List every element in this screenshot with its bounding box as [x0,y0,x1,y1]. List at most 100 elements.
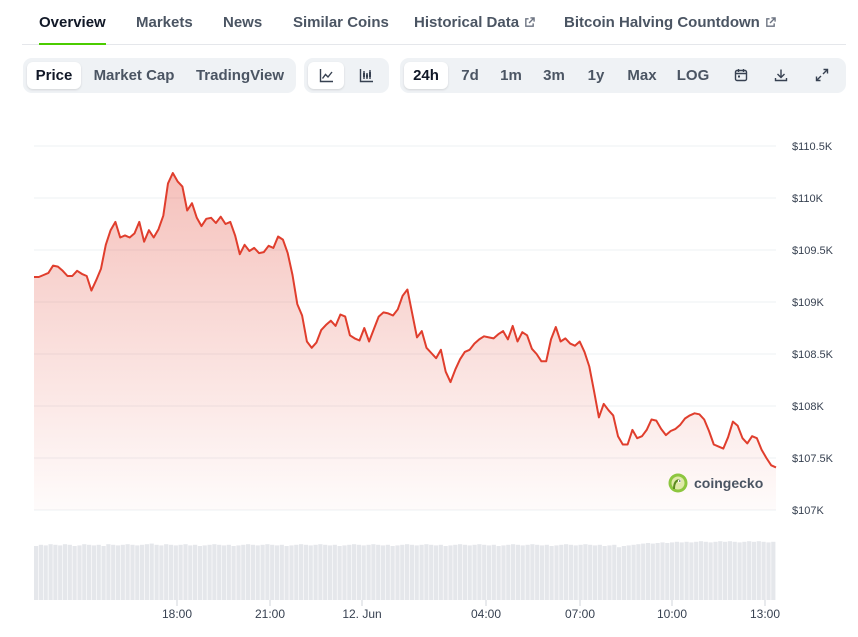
expand-button[interactable] [804,62,840,89]
tab-historical-data[interactable]: Historical Data [414,0,535,44]
volume-bar [53,544,58,600]
volume-bar [342,545,347,600]
candlestick-icon [359,69,373,83]
volume-bar [617,547,622,600]
external-link-icon [525,17,535,27]
y-tick-label: $107.5K [792,453,834,465]
volume-bar [578,544,583,600]
volume-bar [140,544,145,600]
calendar-button[interactable] [724,62,758,89]
volume-bar [274,545,280,600]
y-tick-label: $109.5K [792,245,834,257]
volume-bar [496,546,501,600]
volume-bar [453,544,458,600]
volume-bar [380,545,386,600]
volume-bar [125,544,130,600]
range-3m-button[interactable]: 3m [543,67,565,84]
candlestick-chart-button[interactable] [348,62,384,89]
volume-bar [626,545,631,600]
volume-bar [207,544,212,600]
volume-bar [303,544,308,600]
volume-bar [395,545,400,600]
y-tick-label: $110K [792,193,824,205]
line-chart-icon [319,69,333,83]
volume-bar [87,544,92,600]
price-area [34,173,776,510]
tab-similar-coins[interactable]: Similar Coins [293,14,389,31]
volume-bar [400,544,405,600]
volume-bar [467,545,472,600]
coingecko-watermark: coingecko [668,472,763,494]
x-tick-label: 18:00 [162,607,192,621]
tab-news[interactable]: News [223,14,263,31]
volume-bar [106,544,111,600]
x-tick-label: 21:00 [255,607,285,621]
volume-bar [641,543,646,600]
market-cap-button[interactable]: Market Cap [93,67,175,84]
volume-bar [670,542,675,600]
volume-bar [115,545,121,600]
volume-bar [405,544,410,600]
range-1y-button[interactable]: 1y [587,67,605,84]
volume-bar [82,544,87,600]
volume-bar [684,541,689,600]
volume-bar [236,545,241,600]
volume-bar [294,544,299,600]
volume-bar [751,541,757,600]
volume-bar [592,545,598,600]
volume-bar [515,544,520,600]
tab-bitcoin-halving-countdown[interactable]: Bitcoin Halving Countdown [564,0,776,44]
volume-bar [159,545,164,600]
volume-bar [241,544,246,600]
y-tick-label: $107K [792,505,824,517]
volume-bar [539,545,545,600]
volume-bar [472,544,477,600]
volume-bar [568,544,573,600]
range-1m-button[interactable]: 1m [500,67,522,84]
volume-bar [727,541,732,600]
volume-bar [313,544,318,600]
range-7d-button[interactable]: 7d [461,67,479,84]
volume-bar [645,543,651,600]
volume-bar [559,544,564,600]
volume-bar [573,545,578,600]
price-chart[interactable]: $110.5K $110K $109.5K $109K $108.5K $108K $107… [0,110,858,637]
tab-overview[interactable]: Overview [39,0,106,45]
line-chart-button[interactable] [308,62,344,89]
volume-bar [612,544,617,600]
y-tick-label: $109K [792,297,824,309]
volume-bar [260,544,265,600]
volume-bar [694,541,699,600]
volume-bar [270,544,275,600]
view-mode-group: Price Market Cap TradingView [23,58,296,93]
volume-bar [756,541,761,600]
volume-bar [530,544,535,600]
volume-bar [173,545,178,600]
volume-bar [761,541,766,600]
volume-bar [111,544,116,600]
volume-bar [188,545,193,600]
volume-bar [689,542,694,600]
volume-bar [366,544,371,600]
price-button[interactable]: Price [27,62,81,89]
download-button[interactable] [764,62,798,89]
tradingview-button[interactable]: TradingView [195,67,285,84]
range-24h-button[interactable]: 24h [404,62,448,89]
volume-bar [154,544,159,600]
tab-markets[interactable]: Markets [136,14,193,31]
volume-bar [583,544,588,600]
volume-bar [511,544,516,600]
volume-bar [650,543,655,600]
volume-bar [385,544,390,600]
volume-bar [38,544,43,600]
volume-bar [409,544,414,600]
log-scale-button[interactable]: LOG [676,67,710,84]
volume-bar [246,544,251,600]
volume-bar [544,544,549,600]
volume-bar [679,542,684,600]
volume-bar [448,545,453,600]
x-axis: 18:00 21:00 12. Jun 04:00 07:00 10:00 13:00 [162,600,780,621]
range-max-button[interactable]: Max [627,67,657,84]
download-icon [774,69,788,82]
volume-bar [144,544,149,600]
